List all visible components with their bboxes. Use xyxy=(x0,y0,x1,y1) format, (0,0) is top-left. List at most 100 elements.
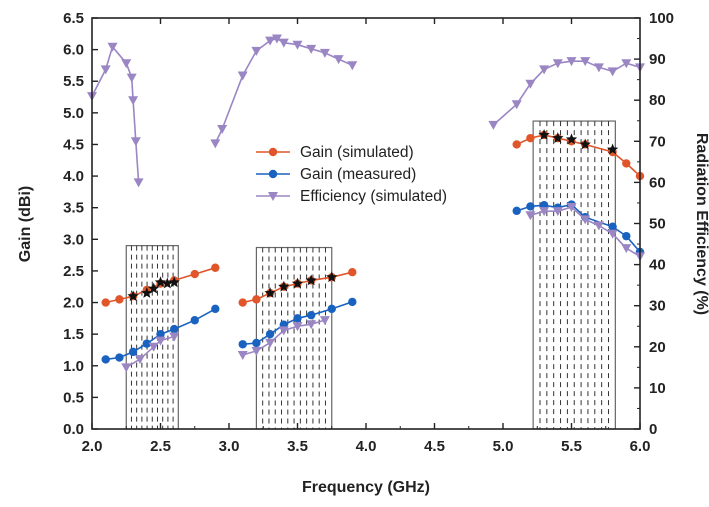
y-tick-label: 1.0 xyxy=(63,358,84,375)
efficiency-simulated-marker xyxy=(552,207,563,217)
efficiency-simulated-marker xyxy=(525,211,536,221)
y-tick-label: 5.0 xyxy=(63,105,84,122)
y-tick-label: 3.5 xyxy=(63,200,84,217)
gain-measured-marker xyxy=(115,353,124,362)
efficiency-simulated-marker xyxy=(210,139,221,149)
star-marker xyxy=(538,129,550,140)
gain-simulated-marker xyxy=(115,295,124,304)
efficiency-simulated-marker xyxy=(107,42,118,52)
efficiency-simulated-marker xyxy=(347,61,358,71)
efficiency-simulated-marker xyxy=(621,244,632,254)
efficiency-simulated-marker xyxy=(607,67,618,77)
efficiency-simulated-marker xyxy=(237,351,248,361)
gain-measured-marker xyxy=(101,355,110,364)
efficiency-simulated-marker xyxy=(593,221,604,231)
y-axis-title: Gain (dBi) xyxy=(17,186,34,262)
efficiency-simulated-marker xyxy=(128,96,139,106)
gain-measured-marker xyxy=(156,329,165,339)
efficiency-simulated-marker xyxy=(130,137,141,147)
efficiency-simulated-marker xyxy=(155,336,166,346)
gain-measured-marker xyxy=(348,297,357,307)
y-tick-label: 2.5 xyxy=(63,263,84,280)
x-tick-label: 6.0 xyxy=(630,438,651,455)
efficiency-simulated-marker xyxy=(237,71,248,81)
stars-layer xyxy=(127,129,619,302)
efficiency-simulated-line xyxy=(492,60,641,126)
star-marker xyxy=(264,287,276,298)
efficiency-simulated-marker xyxy=(169,332,180,342)
x-tick-label: 4.5 xyxy=(424,438,445,455)
star-marker xyxy=(168,276,180,288)
efficiency-simulated-marker xyxy=(121,363,132,373)
gain-measured-marker xyxy=(190,316,199,325)
gain-simulated-marker xyxy=(190,269,199,279)
gain-simulated-marker xyxy=(211,263,220,272)
x-tick-label: 2.5 xyxy=(150,438,171,455)
gain-measured-marker xyxy=(622,231,631,241)
star-marker xyxy=(579,138,591,150)
efficiency-simulated-marker xyxy=(278,38,289,48)
y-tick-label: 4.0 xyxy=(63,168,84,185)
efficiency-simulated-marker xyxy=(511,100,522,110)
x-tick-label: 4.0 xyxy=(356,438,377,455)
efficiency-simulated-marker xyxy=(217,124,228,134)
x-tick-label: 5.0 xyxy=(493,438,514,455)
legend-marker-1 xyxy=(268,147,278,157)
y-tick-label: 6.5 xyxy=(63,10,84,27)
efficiency-simulated-marker xyxy=(539,207,550,217)
star-marker xyxy=(147,282,160,294)
gain-measured-marker xyxy=(252,338,261,348)
gain-measured-marker xyxy=(265,329,275,339)
gain-simulated-line xyxy=(516,134,641,177)
gain-simulated-marker xyxy=(622,159,631,168)
x-tick-label: 3.5 xyxy=(287,438,308,455)
star-marker xyxy=(141,287,153,298)
efficiency-simulated-marker xyxy=(539,65,550,75)
star-marker xyxy=(154,276,167,288)
star-marker xyxy=(127,290,139,302)
gain-measured-marker xyxy=(327,304,336,314)
efficiency-simulated-marker xyxy=(566,57,577,67)
efficiency-simulated-marker xyxy=(593,63,604,73)
efficiency-simulated-marker xyxy=(278,326,289,336)
efficiency-simulated-marker xyxy=(488,120,499,130)
star-marker xyxy=(326,271,338,283)
y2-tick-label: 0 xyxy=(649,421,657,438)
gain-measured-marker xyxy=(170,324,179,334)
gain-simulated-marker xyxy=(526,133,535,143)
gain-measured-marker xyxy=(211,304,220,314)
x-tick-label: 3.0 xyxy=(219,438,240,455)
efficiency-simulated-marker xyxy=(319,48,330,58)
efficiency-simulated-marker xyxy=(121,59,132,69)
y2-tick-label: 70 xyxy=(649,133,666,150)
star-marker xyxy=(161,277,174,289)
y2-tick-label: 40 xyxy=(649,257,666,274)
gain-measured-marker xyxy=(128,347,138,357)
efficiency-simulated-marker xyxy=(525,79,536,89)
star-marker xyxy=(606,143,619,155)
y-tick-label: 0.0 xyxy=(63,421,84,438)
y2-tick-label: 10 xyxy=(649,380,666,397)
efficiency-simulated-marker xyxy=(251,346,262,356)
y-tick-label: 0.5 xyxy=(63,389,84,406)
gain-measured-marker xyxy=(142,339,151,348)
efficiency-simulated-marker xyxy=(265,36,276,46)
gain-measured-marker xyxy=(307,310,316,320)
gain-measured-marker xyxy=(512,206,521,216)
efficiency-simulated-marker xyxy=(607,229,618,239)
gain-simulated-marker xyxy=(101,298,110,307)
efficiency-simulated-marker xyxy=(292,40,303,50)
efficiency-simulated-marker xyxy=(265,338,276,348)
y2-tick-label: 100 xyxy=(649,10,674,27)
efficiency-simulated-line xyxy=(214,37,353,144)
x-tick-label: 2.0 xyxy=(82,438,103,455)
x-axis-title: Frequency (GHz) xyxy=(302,479,430,496)
ticks-layer: 2.0 2.5 3.0 3.5 4.0 4.5 5.0 5.5 6.0 0.0 0.5 1.0 1.5 2… xyxy=(63,10,674,455)
star-marker xyxy=(565,133,578,145)
x-tick-label: 5.5 xyxy=(561,438,582,455)
efficiency-simulated-marker xyxy=(621,59,632,69)
legend-label-3: Efficiency (simulated) xyxy=(300,188,447,205)
efficiency-simulated-marker xyxy=(566,203,577,213)
legend-label-1: Gain (simulated) xyxy=(300,144,414,161)
